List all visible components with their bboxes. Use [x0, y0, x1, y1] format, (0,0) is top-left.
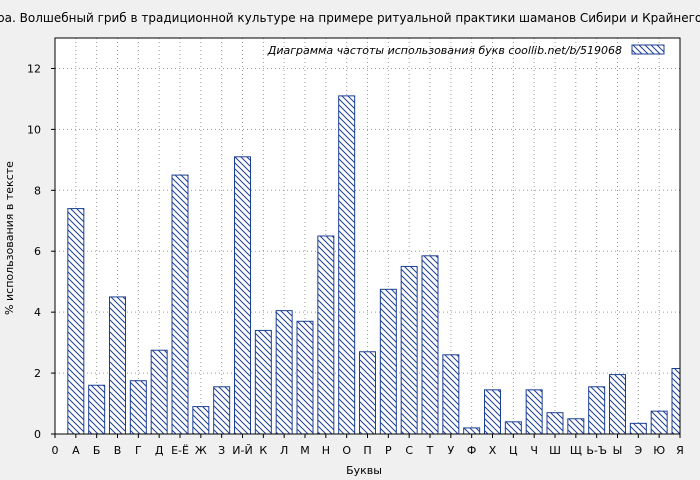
legend: Диаграмма частоты использования букв coo… — [267, 44, 665, 57]
bar-Ь-Ъ — [588, 386, 606, 435]
bar-Я — [671, 368, 681, 435]
bar-Б — [88, 384, 106, 435]
bar-В — [109, 296, 126, 435]
bar-З — [213, 386, 231, 435]
x-tick-label: З — [218, 444, 225, 457]
x-tick-label: Ш — [549, 444, 561, 457]
x-tick-label: А — [72, 444, 80, 457]
x-tick-label: Ы — [613, 444, 623, 457]
bar-Н — [317, 235, 335, 435]
bar-Е-Ё — [171, 174, 189, 435]
x-tick-label: Е-Ё — [171, 444, 189, 457]
x-tick-label: Ю — [653, 444, 665, 457]
x-tick-label: С — [405, 444, 413, 457]
y-tick-label: 8 — [34, 184, 41, 197]
x-tick-label: Н — [322, 444, 330, 457]
bar-О — [338, 95, 356, 435]
y-tick-label: 0 — [34, 428, 41, 441]
bar-Э — [629, 422, 647, 435]
x-tick-label: М — [300, 444, 310, 457]
x-tick-label: О — [342, 444, 351, 457]
x-tick-label: Э — [634, 444, 642, 457]
x-tick-label: Х — [489, 444, 497, 457]
x-tick-label: Б — [93, 444, 101, 457]
x-tick-label: Ц — [509, 444, 518, 457]
bar-Т — [421, 255, 439, 435]
x-tick-label: Т — [426, 444, 434, 457]
bar-Ю — [650, 410, 668, 435]
bar-Ж — [192, 406, 210, 435]
y-tick-labels: 0 2 4 6 8 10 12 — [27, 62, 41, 441]
bar-Л — [275, 310, 293, 435]
y-tick-label: 10 — [27, 123, 41, 136]
x-tick-label: Я — [676, 444, 684, 457]
y-tick-label: 4 — [34, 306, 41, 319]
chart-title: Мухомора. Волшебный гриб в традиционной … — [0, 11, 700, 25]
bar-Ы — [609, 374, 626, 435]
y-tick-label: 2 — [34, 367, 41, 380]
legend-label: Диаграмма частоты использования букв coo… — [267, 44, 622, 57]
bar-Ш — [546, 412, 564, 435]
bar-Ц — [504, 421, 522, 435]
x-tick-label: Ж — [195, 444, 207, 457]
x-tick-label: К — [259, 444, 267, 457]
x-tick-label: П — [363, 444, 371, 457]
bar-Д — [150, 349, 168, 435]
x-tick-labels: 0 А Б В Г Д Е-Ё Ж З И-Й К Л М Н О П Р С Т У Ф Х Ц Ч Ш Щ Ь-Ъ Ы Э Ю Я — [52, 444, 684, 457]
bar-Р — [379, 288, 397, 435]
bars — [67, 95, 681, 435]
x-tick-label: У — [447, 444, 454, 457]
x-tick-label: Г — [135, 444, 142, 457]
bar-Щ — [567, 418, 585, 435]
x-tick-label: И-Й — [232, 444, 252, 457]
bar-И-Й — [234, 156, 251, 435]
bar-Ч — [525, 389, 543, 435]
x-tick-label: Ф — [467, 444, 476, 457]
y-tick-label: 12 — [27, 62, 41, 75]
plot-frame — [54, 37, 681, 435]
y-axis-title: % использования в тексте — [3, 161, 16, 315]
bar-У — [442, 354, 460, 435]
x-tick-label: Р — [385, 444, 392, 457]
bar-А — [67, 208, 85, 435]
y-tick-label: 6 — [34, 245, 41, 258]
bar-Ф — [463, 427, 481, 435]
bar-П — [359, 351, 376, 435]
bar-М — [296, 320, 314, 435]
x-tick-label: 0 — [52, 444, 59, 457]
x-axis-title: Буквы — [346, 464, 382, 477]
x-tick-label: Щ — [570, 444, 582, 457]
bar-К — [254, 329, 272, 435]
axes — [51, 37, 681, 438]
bar-Г — [129, 380, 147, 435]
x-tick-label: Ч — [530, 444, 538, 457]
x-tick-label: Ь-Ъ — [586, 444, 607, 457]
x-tick-label: Л — [280, 444, 288, 457]
x-tick-label: Д — [155, 444, 164, 457]
legend-swatch — [631, 44, 665, 55]
x-tick-label: В — [114, 444, 122, 457]
bar-С — [400, 265, 418, 435]
bar-Х — [484, 389, 501, 435]
